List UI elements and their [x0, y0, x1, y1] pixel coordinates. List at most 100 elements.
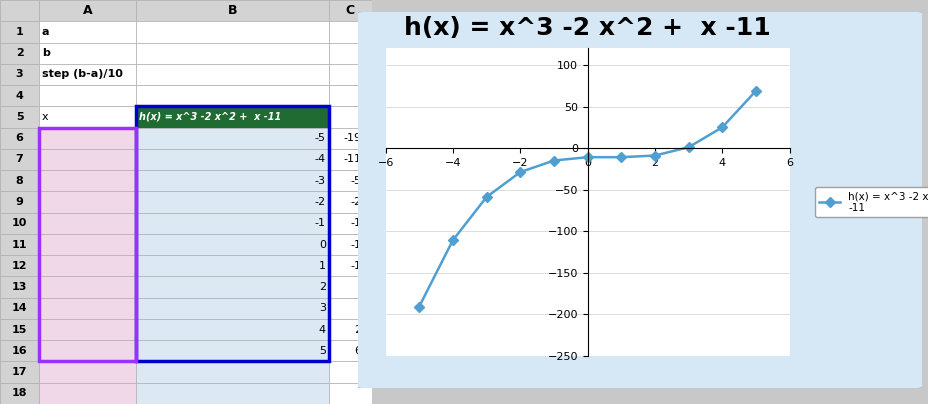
Text: -59: -59	[350, 176, 368, 186]
Bar	[135, 85, 329, 106]
Bar	[135, 213, 329, 234]
Bar	[0, 362, 39, 383]
Bar	[39, 319, 135, 340]
Line: h(x) = x^3 -2 x^2 + x
-11: h(x) = x^3 -2 x^2 + x -11	[416, 87, 758, 310]
Text: 2: 2	[318, 282, 326, 292]
Bar	[39, 298, 135, 319]
h(x) = x^3 -2 x^2 + x
-11	[716, 125, 728, 130]
FancyBboxPatch shape	[354, 10, 924, 390]
Text: -191: -191	[343, 133, 368, 143]
h(x) = x^3 -2 x^2 + x
-11	[481, 195, 492, 200]
Text: 16: 16	[12, 346, 27, 356]
Text: 1: 1	[361, 303, 368, 314]
Bar	[0, 64, 39, 85]
Text: 10: 10	[12, 218, 27, 228]
Bar	[39, 170, 135, 191]
Title: h(x) = x^3 -2 x^2 +  x -11: h(x) = x^3 -2 x^2 + x -11	[404, 16, 770, 40]
Bar	[329, 319, 371, 340]
Text: 1: 1	[318, 261, 326, 271]
Text: 3: 3	[318, 303, 326, 314]
Text: 12: 12	[12, 261, 27, 271]
Bar	[39, 191, 135, 213]
Bar	[0, 298, 39, 319]
Text: -29: -29	[350, 197, 368, 207]
Text: 0: 0	[318, 240, 326, 250]
Bar	[329, 85, 371, 106]
h(x) = x^3 -2 x^2 + x
-11	[682, 145, 693, 149]
Text: -11: -11	[350, 240, 368, 250]
h(x) = x^3 -2 x^2 + x
-11	[548, 158, 559, 163]
Bar	[135, 0, 329, 21]
Bar	[135, 128, 329, 149]
Bar	[329, 340, 371, 362]
Text: 5: 5	[318, 346, 326, 356]
Text: step (b-a)/10: step (b-a)/10	[42, 69, 122, 80]
Text: A: A	[83, 4, 92, 17]
Bar	[329, 362, 371, 383]
Bar	[0, 276, 39, 298]
Text: -15: -15	[350, 218, 368, 228]
Bar	[0, 128, 39, 149]
Text: -4: -4	[315, 154, 326, 164]
Bar	[329, 0, 371, 21]
Text: -1: -1	[315, 218, 326, 228]
Legend: h(x) = x^3 -2 x^2 + x
-11: h(x) = x^3 -2 x^2 + x -11	[814, 187, 928, 217]
Bar	[39, 106, 135, 128]
Text: 25: 25	[354, 324, 368, 335]
Text: b: b	[42, 48, 50, 58]
h(x) = x^3 -2 x^2 + x
-11	[649, 153, 660, 158]
Text: 14: 14	[12, 303, 27, 314]
Bar	[135, 106, 329, 128]
Text: 2: 2	[16, 48, 23, 58]
Bar	[39, 340, 135, 362]
Bar	[329, 106, 371, 128]
Bar	[329, 276, 371, 298]
Bar	[329, 64, 371, 85]
Bar	[329, 298, 371, 319]
Text: 18: 18	[12, 388, 27, 398]
Bar	[329, 42, 371, 64]
Text: 13: 13	[12, 282, 27, 292]
Bar	[329, 255, 371, 276]
Text: B: B	[227, 4, 237, 17]
Text: 3: 3	[16, 69, 23, 80]
h(x) = x^3 -2 x^2 + x
-11	[750, 88, 761, 93]
Text: 4: 4	[318, 324, 326, 335]
Bar	[135, 340, 329, 362]
Bar	[0, 234, 39, 255]
Bar	[329, 170, 371, 191]
Bar	[0, 213, 39, 234]
Text: x: x	[42, 112, 48, 122]
Bar	[329, 21, 371, 42]
Text: 15: 15	[12, 324, 27, 335]
Bar	[39, 276, 135, 298]
Bar	[0, 319, 39, 340]
Bar	[135, 276, 329, 298]
Bar	[135, 319, 329, 340]
Text: -9: -9	[357, 282, 368, 292]
Text: h(x) = x^3 -2 x^2 +  x -11: h(x) = x^3 -2 x^2 + x -11	[138, 112, 280, 122]
Bar	[329, 383, 371, 404]
Bar	[0, 383, 39, 404]
Bar	[329, 213, 371, 234]
Bar	[135, 42, 329, 64]
Text: a: a	[42, 27, 49, 37]
h(x) = x^3 -2 x^2 + x
-11	[446, 238, 458, 242]
Bar	[0, 85, 39, 106]
Text: 17: 17	[12, 367, 27, 377]
Bar	[329, 128, 371, 149]
h(x) = x^3 -2 x^2 + x
-11	[615, 155, 626, 160]
Bar	[39, 128, 135, 362]
Text: -3: -3	[315, 176, 326, 186]
Bar	[0, 191, 39, 213]
Bar	[135, 106, 329, 362]
Bar	[135, 191, 329, 213]
Bar	[135, 170, 329, 191]
Text: 6: 6	[16, 133, 23, 143]
Text: 5: 5	[361, 48, 368, 58]
Bar	[39, 85, 135, 106]
Text: 5: 5	[16, 112, 23, 122]
Bar	[135, 298, 329, 319]
Bar	[0, 340, 39, 362]
Bar	[39, 0, 135, 21]
